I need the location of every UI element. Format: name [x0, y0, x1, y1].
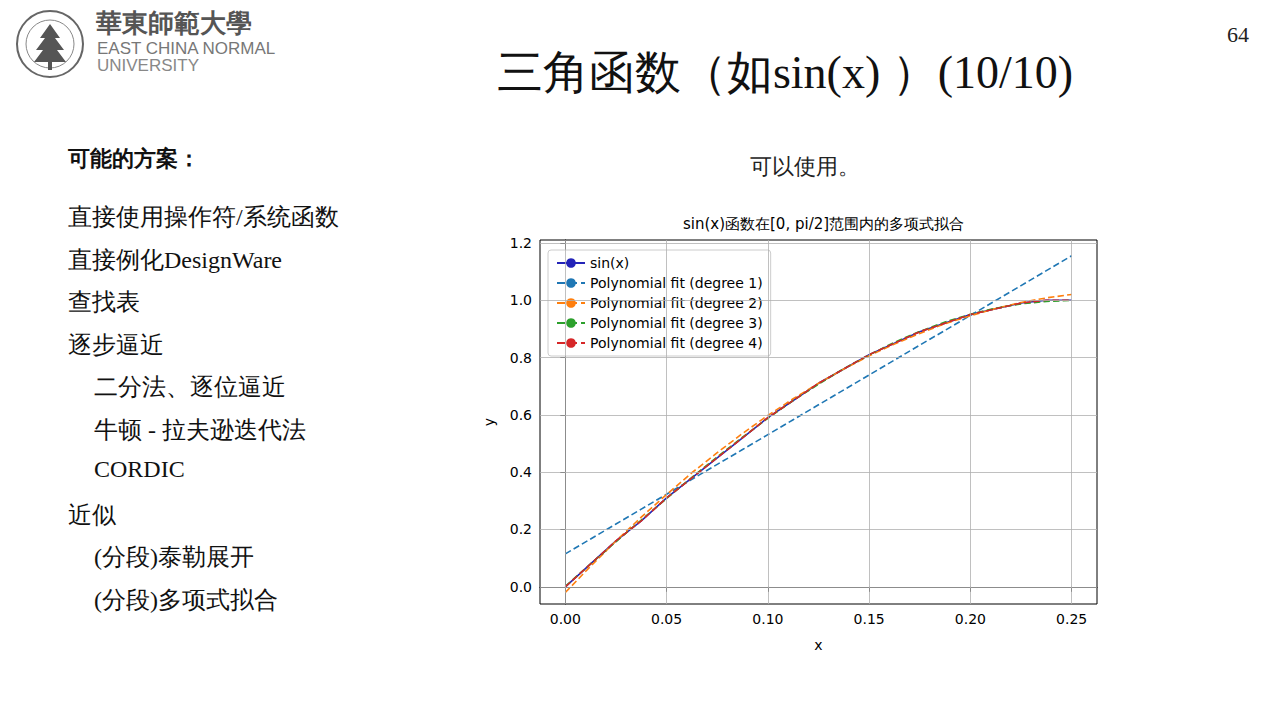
svg-text:0.0: 0.0 — [510, 579, 532, 595]
svg-text:y: y — [481, 418, 497, 426]
svg-text:0.6: 0.6 — [510, 407, 532, 423]
html-text:近似: 近似 — [68, 501, 116, 528]
svg-text:0.25: 0.25 — [1056, 611, 1087, 627]
svg-text:sin(x)函数在[0, pi/2]范围内的多项式拟合: sin(x)函数在[0, pi/2]范围内的多项式拟合 — [683, 215, 964, 233]
svg-text:1.2: 1.2 — [510, 235, 532, 251]
svg-text:Polynomial fit (degree 1): Polynomial fit (degree 1) — [590, 275, 763, 291]
svg-text:0.15: 0.15 — [854, 611, 885, 627]
html-text:(分段)多项式拟合: (分段)多项式拟合 — [94, 586, 278, 613]
svg-text:0.10: 0.10 — [752, 611, 783, 627]
html-text:查找表: 查找表 — [68, 289, 140, 315]
html-text:逐步逼近: 逐步逼近 — [68, 331, 164, 358]
svg-text:1.0: 1.0 — [510, 292, 532, 308]
svg-text:Polynomial fit (degree 3): Polynomial fit (degree 3) — [590, 315, 763, 331]
html-text:CORDIC: CORDIC — [94, 456, 185, 482]
html-text:二分法、逐位逼近: 二分法、逐位逼近 — [94, 374, 286, 400]
svg-text:0.8: 0.8 — [510, 350, 532, 366]
html-text:(分段)泰勒展开: (分段)泰勒展开 — [94, 544, 254, 570]
svg-text:0.4: 0.4 — [510, 464, 532, 480]
html-text:華東師範大學: 華東師範大學 — [96, 9, 252, 38]
html-text:牛顿 - 拉夫逊迭代法: 牛顿 - 拉夫逊迭代法 — [94, 416, 306, 443]
svg-text:0.20: 0.20 — [955, 611, 986, 627]
svg-text:0.2: 0.2 — [510, 521, 532, 537]
svg-text:0.00: 0.00 — [550, 611, 581, 627]
html-text:可能的方案：: 可能的方案： — [68, 146, 200, 171]
html-text:64: 64 — [1227, 22, 1249, 47]
svg-text:Polynomial fit (degree 4): Polynomial fit (degree 4) — [590, 335, 763, 351]
svg-text:0.05: 0.05 — [651, 611, 682, 627]
html-text:直接使用操作符/系统函数: 直接使用操作符/系统函数 — [68, 204, 339, 230]
html-text:UNIVERSITY: UNIVERSITY — [97, 56, 199, 75]
html-text:EAST CHINA NORMAL: EAST CHINA NORMAL — [97, 39, 276, 58]
svg-text:Polynomial fit (degree 2): Polynomial fit (degree 2) — [590, 295, 763, 311]
html-text:三角函数（如sin(x) ）(10/10): 三角函数（如sin(x) ）(10/10) — [496, 47, 1074, 98]
svg-text:x: x — [814, 637, 822, 653]
svg-text:sin(x): sin(x) — [590, 255, 629, 271]
html-text:可以使用。: 可以使用。 — [750, 154, 860, 179]
html-text:直接例化DesignWare: 直接例化DesignWare — [68, 246, 282, 273]
